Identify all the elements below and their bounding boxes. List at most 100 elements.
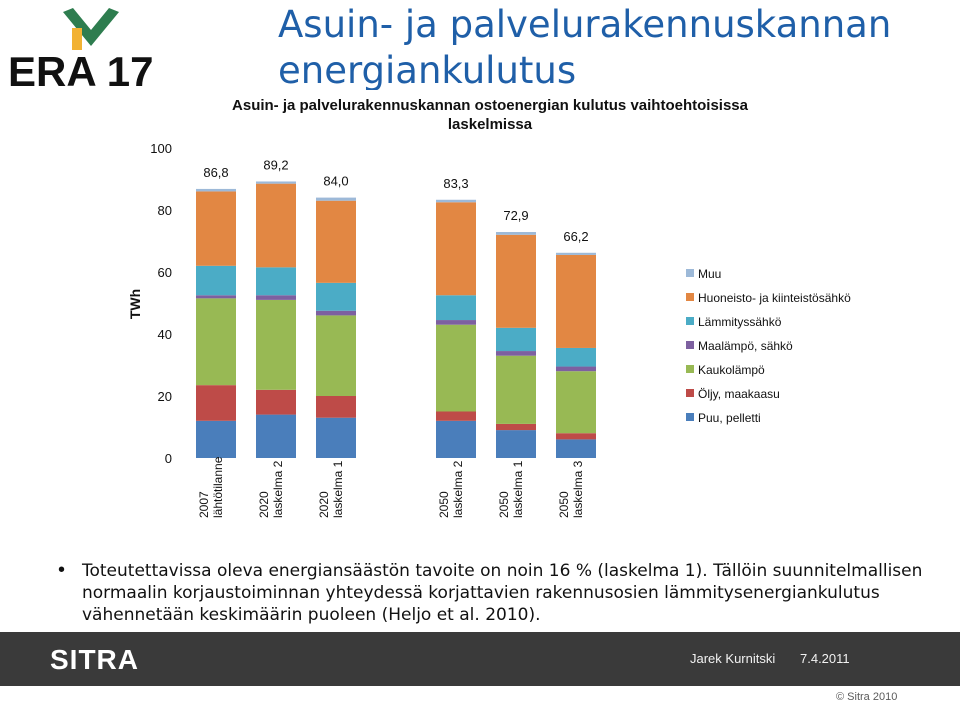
- bar-segment: [256, 181, 296, 184]
- bar-segment: [436, 320, 476, 325]
- total-labels: 86,8 89,2 84,0 83,3 72,9 66,2: [203, 157, 588, 243]
- legend-label: Kaukolämpö: [698, 363, 765, 377]
- y-tick-label: 20: [158, 389, 172, 404]
- total-label: 84,0: [323, 174, 348, 189]
- total-label: 86,8: [203, 165, 228, 180]
- bar-segment: [436, 411, 476, 421]
- bar-segment: [196, 191, 236, 266]
- x-tick-label: laskelma 1: [511, 460, 525, 518]
- bar-segment: [316, 417, 356, 458]
- bar-segment: [196, 420, 236, 458]
- bar-segment: [196, 188, 236, 192]
- legend-swatch: [686, 413, 694, 421]
- x-tick-label: laskelma 2: [271, 460, 285, 518]
- bar-segment: [496, 355, 536, 424]
- stacked-bar-chart: 0 20 40 60 80 100 TWh 86,8 89,2 84,0 83,3 72,9 66,…: [127, 141, 851, 518]
- bar-segment: [196, 265, 236, 296]
- bar-segment: [196, 385, 236, 421]
- x-tick-label: 2020: [317, 491, 331, 518]
- bar-segment: [556, 433, 596, 440]
- legend-swatch: [686, 341, 694, 349]
- era17-logo-text: ERA 17: [8, 48, 154, 95]
- y-axis-label: TWh: [127, 289, 143, 319]
- y-axis-ticks: 0 20 40 60 80 100: [150, 141, 172, 466]
- bar-segment: [316, 282, 356, 311]
- slide-title: Asuin- ja palvelurakennuskannan energian…: [278, 3, 892, 90]
- bar-segment: [556, 371, 596, 434]
- bar-segment: [556, 439, 596, 458]
- y-tick-label: 40: [158, 327, 172, 342]
- bar-segment: [256, 414, 296, 458]
- total-label: 66,2: [563, 229, 588, 244]
- bar-segment: [316, 310, 356, 316]
- x-tick-label: 2020: [257, 491, 271, 518]
- x-tick-label: 2050: [497, 491, 511, 518]
- bar-segment: [256, 299, 296, 390]
- era17-logo-mark: [63, 8, 119, 50]
- footer-date: 7.4.2011: [800, 651, 850, 666]
- x-tick-label: laskelma 3: [571, 460, 585, 518]
- bar-segment: [256, 183, 296, 268]
- y-tick-label: 0: [165, 451, 172, 466]
- bar-segment: [196, 295, 236, 299]
- x-tick-label: lähtötilanne: [211, 456, 225, 518]
- legend: Muu Huoneisto- ja kiinteistösähkö Lämmitys…: [686, 267, 851, 425]
- footer-author: Jarek Kurnitski: [690, 651, 776, 666]
- sitra-logo: SITRA: [50, 644, 139, 674]
- bar-segment: [316, 315, 356, 396]
- bar-segment: [256, 267, 296, 296]
- era17-logo: ERA 17: [8, 8, 154, 95]
- bar-segment: [196, 298, 236, 386]
- x-tick-label: 2050: [557, 491, 571, 518]
- y-tick-label: 80: [158, 203, 172, 218]
- x-tick-label: laskelma 2: [451, 460, 465, 518]
- legend-swatch: [686, 293, 694, 301]
- bullet-text: Toteutettavissa oleva energiansäästön ta…: [82, 561, 923, 625]
- bar-segment: [556, 254, 596, 348]
- legend-swatch: [686, 389, 694, 397]
- x-tick-label: 2007: [197, 491, 211, 518]
- x-tick-label: 2050: [437, 491, 451, 518]
- bar-segment: [496, 423, 536, 431]
- x-axis-labels: 2007 lähtötilanne 2020 laskelma 2 2020 laskel…: [197, 456, 585, 518]
- bar-segment: [436, 202, 476, 296]
- legend-label: Muu: [698, 267, 721, 281]
- legend-swatch: [686, 317, 694, 325]
- bar-segment: [496, 232, 536, 235]
- bar-segment: [496, 430, 536, 458]
- bar-segment: [496, 327, 536, 352]
- copyright: © Sitra 2010: [836, 691, 898, 703]
- bar-segment: [556, 366, 596, 372]
- bars: [196, 181, 596, 458]
- bar-segment: [316, 197, 356, 201]
- legend-label: Huoneisto- ja kiinteistösähkö: [698, 291, 851, 305]
- total-label: 72,9: [503, 208, 528, 223]
- bar-segment: [556, 252, 596, 255]
- total-label: 83,3: [443, 176, 468, 191]
- chart-title: Asuin- ja palvelurakennuskannan ostoener…: [232, 97, 748, 133]
- sitra-logo-text: SITRA: [50, 644, 139, 674]
- legend-label: Öljy, maakaasu: [698, 387, 780, 401]
- legend-swatch: [686, 365, 694, 373]
- x-tick-label: laskelma 1: [331, 460, 345, 518]
- bar-segment: [316, 200, 356, 283]
- bar-segment: [316, 396, 356, 418]
- bar-segment: [436, 199, 476, 203]
- legend-label: Puu, pelletti: [698, 411, 761, 425]
- bar-segment: [496, 351, 536, 356]
- bar-segment: [436, 324, 476, 412]
- bar-segment: [256, 389, 296, 415]
- footer-bar: [0, 632, 960, 686]
- total-label: 89,2: [263, 157, 288, 172]
- bar-segment: [436, 420, 476, 458]
- bullet-point-icon: •: [58, 559, 66, 581]
- legend-label: Lämmityssähkö: [698, 315, 782, 329]
- legend-label: Maalämpö, sähkö: [698, 339, 793, 353]
- y-tick-label: 100: [150, 141, 172, 156]
- bar-segment: [436, 295, 476, 321]
- y-tick-label: 60: [158, 265, 172, 280]
- bar-segment: [556, 347, 596, 367]
- bar-segment: [496, 234, 536, 328]
- legend-swatch: [686, 269, 694, 277]
- bar-segment: [256, 295, 296, 300]
